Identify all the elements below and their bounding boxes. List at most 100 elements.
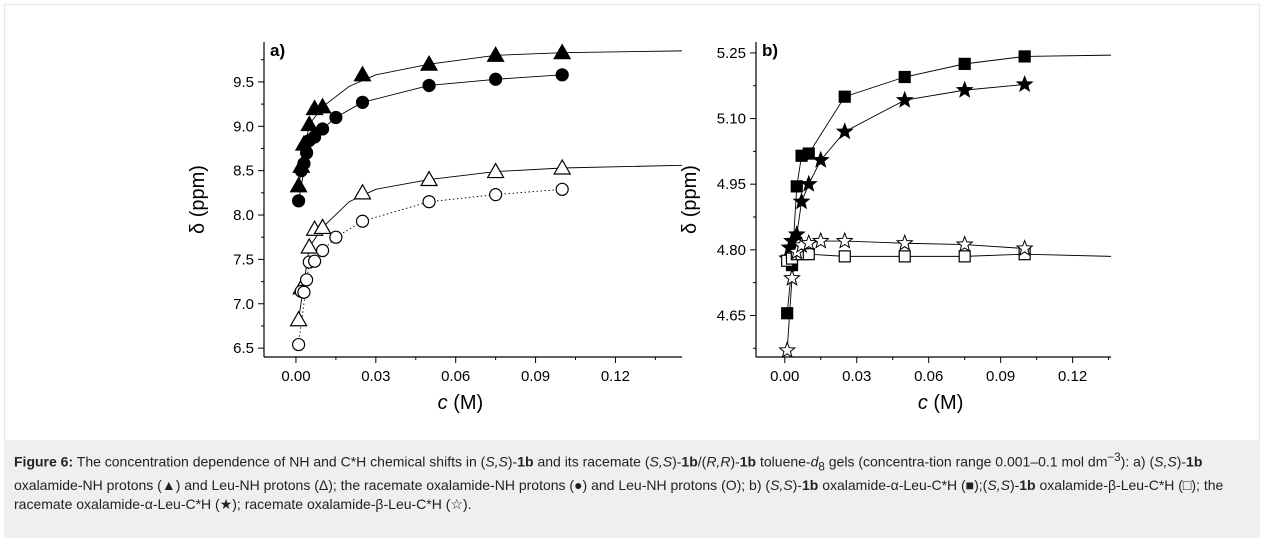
data-point <box>802 248 815 261</box>
x-tick-label: 0.03 <box>842 368 871 385</box>
series-2-markers <box>292 68 569 208</box>
data-point <box>307 254 322 268</box>
data-point <box>486 46 505 62</box>
data-point <box>955 235 974 253</box>
series-line-1 <box>298 50 683 186</box>
caption-text: −3 <box>1107 451 1121 464</box>
x-axis-title: c (M) <box>918 392 964 414</box>
x-tick-label: 0.12 <box>601 368 630 385</box>
data-point <box>299 146 314 160</box>
series-1-markers <box>781 50 1031 320</box>
y-tick-label: 7.0 <box>233 296 254 313</box>
data-point <box>790 180 803 193</box>
data-point <box>835 122 854 140</box>
series-3-markers <box>289 158 572 327</box>
chart-panel-a: 0.00 0.03 0.06 0.09 0.12 6.5 7.0 7.5 8.0 8.5 9.0 9.… <box>187 41 683 414</box>
data-point <box>420 54 439 71</box>
data-point <box>329 230 343 244</box>
caption-text: 1b <box>1019 477 1036 494</box>
caption-text: The concentration dependence of NH and C… <box>73 453 486 470</box>
caption-text: )- <box>730 453 740 470</box>
caption-text: 1b <box>517 453 534 470</box>
y-tick-label: 7.5 <box>233 251 254 268</box>
caption-text: gels (concentra-tion range 0.001–0.1 mol… <box>824 453 1108 470</box>
chart-panel-b: 0.00 0.03 0.06 0.09 0.12 4.65 4.80 4.95 5.10 5.25… <box>679 41 1112 414</box>
data-point <box>811 231 830 249</box>
caption-text: 1b <box>1186 453 1203 470</box>
data-point <box>895 90 914 108</box>
data-point <box>895 233 914 251</box>
series-4-markers <box>778 231 1034 359</box>
series-4-markers <box>292 182 569 352</box>
data-point <box>315 243 330 258</box>
data-point <box>297 156 311 171</box>
data-point <box>353 183 372 200</box>
data-point <box>778 341 797 359</box>
data-point <box>838 250 851 263</box>
caption-text: )- <box>1176 453 1187 470</box>
series-2-markers <box>778 75 1034 267</box>
data-point <box>489 188 503 202</box>
data-point <box>355 214 370 228</box>
data-point <box>838 90 851 103</box>
data-point <box>486 162 505 179</box>
panel-label: a) <box>270 41 285 60</box>
data-point <box>553 43 572 60</box>
caption-text: 1b <box>739 453 757 470</box>
data-point <box>1018 50 1031 63</box>
caption-text: )- <box>792 477 802 494</box>
data-point <box>781 307 794 320</box>
y-tick-label: 8.5 <box>233 163 254 180</box>
caption-text: oxalamide-β-Leu-C*H (□); the racemate ox… <box>14 477 1224 513</box>
y-tick-label: 5.10 <box>717 111 746 128</box>
plot-area: 0.00 0.03 0.06 0.09 0.12 6.5 7.0 7.5 8.0 8.5 9.0 9.… <box>4 4 1260 441</box>
caption-text: oxalamide-NH protons (▲) and Leu-NH prot… <box>14 477 771 494</box>
caption-text: S,S <box>770 477 793 494</box>
data-point <box>422 195 436 209</box>
y-tick-label: 4.80 <box>717 242 746 259</box>
data-point <box>799 233 818 251</box>
x-tick-label: 0.06 <box>441 368 470 385</box>
series-3-markers <box>781 248 1031 267</box>
y-tick-label: 8.0 <box>233 207 254 224</box>
data-point <box>299 273 314 287</box>
data-point <box>355 95 370 109</box>
data-point <box>313 218 332 235</box>
y-tick-label: 5.25 <box>717 45 746 62</box>
caption-box: Figure 6: The concentration dependence o… <box>4 440 1260 538</box>
series-line-3 <box>298 164 683 320</box>
caption-text: oxalamide-α-Leu-C*H (■);( <box>818 477 988 494</box>
x-tick-label: 0.06 <box>914 368 943 385</box>
data-point <box>329 110 343 125</box>
caption-text: ): a) ( <box>1120 453 1155 470</box>
data-point <box>958 57 971 70</box>
data-point <box>300 115 319 132</box>
y-tick-label: 9.5 <box>233 74 254 91</box>
x-tick-label: 0.03 <box>361 368 390 385</box>
series-line-2 <box>786 83 1025 259</box>
y-tick-label: 6.5 <box>233 340 254 357</box>
data-point <box>555 68 569 82</box>
series-line-3 <box>786 253 1112 262</box>
data-point <box>835 231 854 249</box>
caption-text: S,S <box>1154 453 1177 470</box>
caption-text: S,S <box>485 453 508 470</box>
caption-text: S,S <box>987 477 1010 494</box>
data-point <box>958 250 971 263</box>
x-axis-title-unit: (M) <box>448 392 484 414</box>
caption-text: /( <box>697 453 707 470</box>
caption-text: 1b <box>801 477 819 494</box>
data-point <box>1015 239 1034 257</box>
caption-text: 8 <box>818 460 825 474</box>
data-point <box>811 150 830 168</box>
figure-label: Figure 6: <box>14 453 74 470</box>
data-point <box>422 78 436 93</box>
data-point <box>802 147 815 160</box>
data-point <box>1015 75 1034 93</box>
data-point <box>792 192 811 210</box>
data-point <box>787 225 806 243</box>
data-point <box>799 174 818 192</box>
y-tick-label: 4.95 <box>717 176 746 193</box>
data-point <box>898 70 911 84</box>
data-point <box>307 130 322 144</box>
